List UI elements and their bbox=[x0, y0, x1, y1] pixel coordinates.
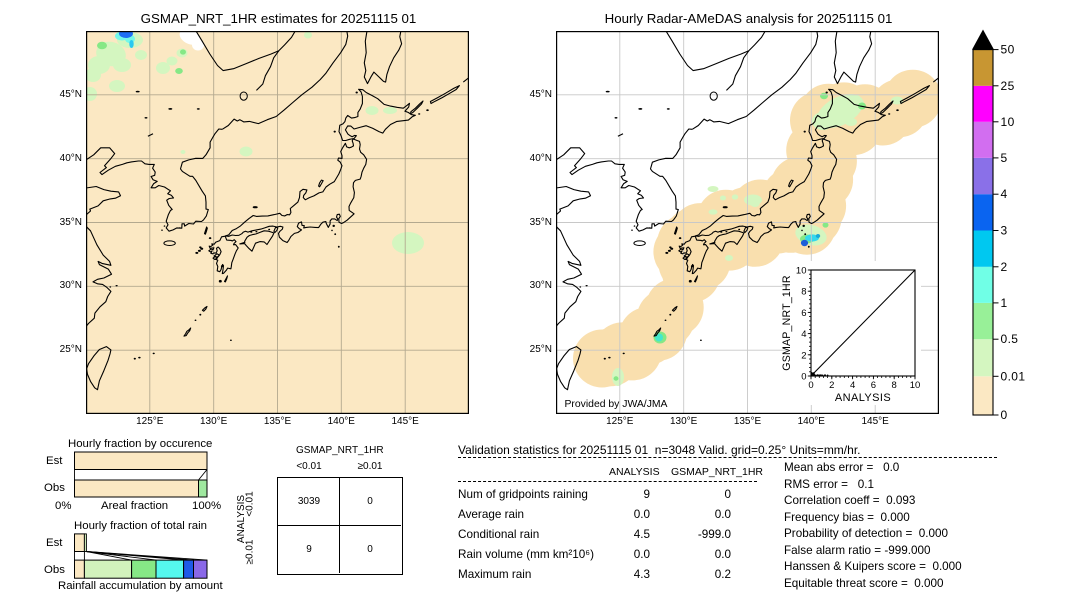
svg-text:3: 3 bbox=[1001, 224, 1008, 238]
svg-text:<0.01: <0.01 bbox=[245, 491, 256, 517]
svg-text:ANALYSIS: ANALYSIS bbox=[835, 392, 891, 404]
svg-text:GSMAP_NRT_1HR: GSMAP_NRT_1HR bbox=[781, 275, 793, 371]
svg-text:10: 10 bbox=[796, 266, 807, 277]
svg-text:0: 0 bbox=[1001, 408, 1008, 422]
svg-text:2: 2 bbox=[829, 380, 834, 391]
svg-text:0.01: 0.01 bbox=[1001, 369, 1026, 383]
svg-text:5: 5 bbox=[1001, 151, 1008, 165]
svg-text:0: 0 bbox=[808, 380, 813, 391]
svg-text:2: 2 bbox=[801, 350, 806, 361]
svg-text:6: 6 bbox=[801, 308, 806, 319]
svg-text:8: 8 bbox=[892, 380, 897, 391]
svg-text:50: 50 bbox=[1001, 43, 1015, 57]
svg-text:8: 8 bbox=[801, 287, 806, 298]
svg-text:6: 6 bbox=[871, 380, 876, 391]
svg-text:2: 2 bbox=[1001, 260, 1008, 274]
svg-text:0: 0 bbox=[801, 372, 806, 383]
svg-text:25: 25 bbox=[1001, 79, 1015, 93]
svg-text:4: 4 bbox=[801, 329, 806, 340]
svg-text:≥0.01: ≥0.01 bbox=[245, 539, 256, 564]
svg-text:ANALYSIS: ANALYSIS bbox=[236, 495, 247, 543]
svg-text:10: 10 bbox=[910, 380, 921, 391]
svg-text:4: 4 bbox=[1001, 187, 1008, 201]
svg-text:4: 4 bbox=[850, 380, 855, 391]
svg-text:0.5: 0.5 bbox=[1001, 332, 1019, 346]
svg-text:10: 10 bbox=[1001, 115, 1015, 129]
svg-text:Provided by JWA/JMA: Provided by JWA/JMA bbox=[565, 399, 668, 410]
svg-text:1: 1 bbox=[1001, 296, 1008, 310]
